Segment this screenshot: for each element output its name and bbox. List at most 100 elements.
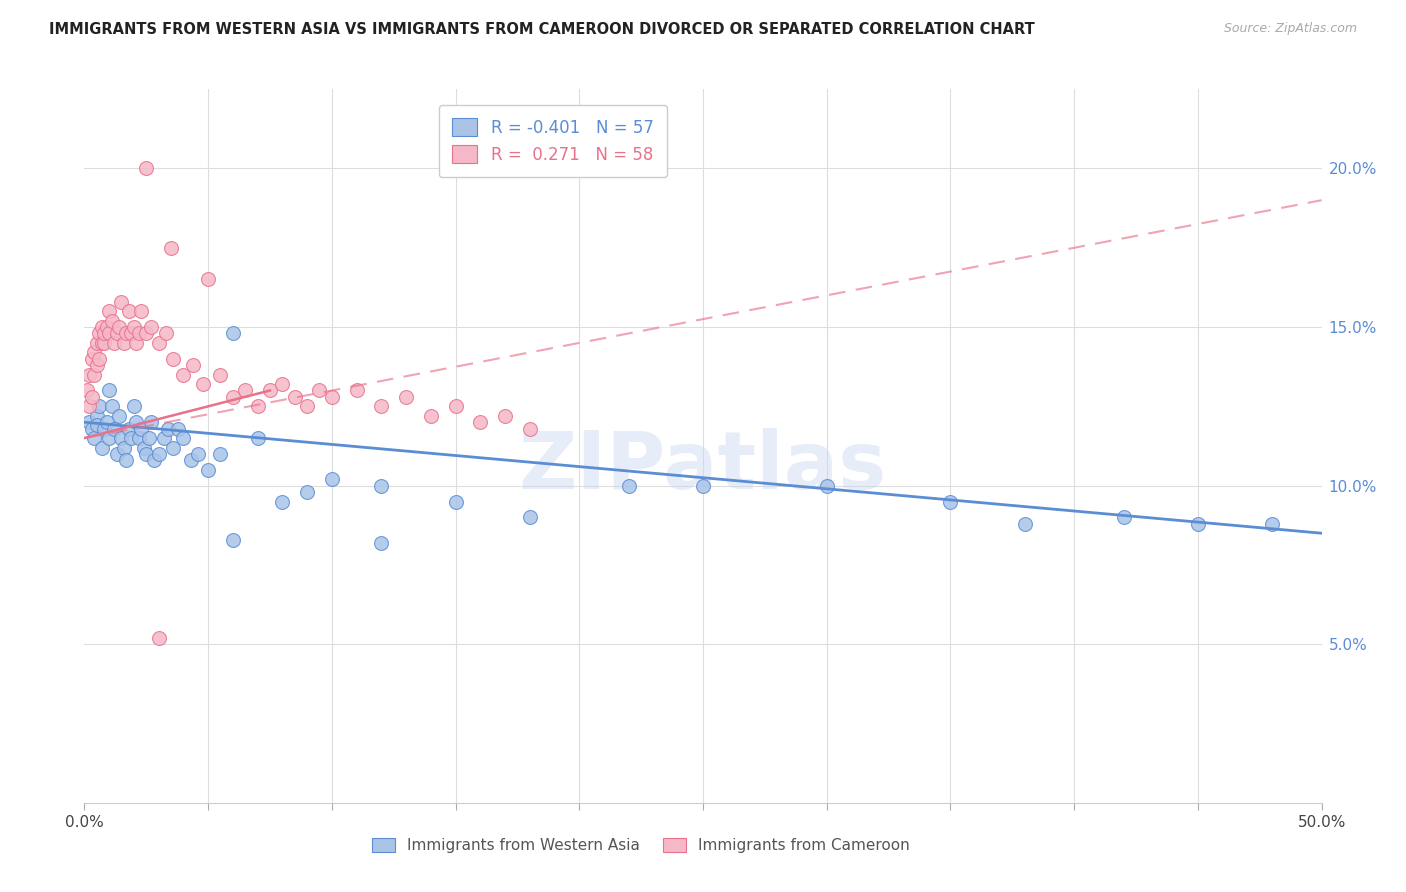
Point [692, 478, 714, 492]
Point [112, 441, 135, 455]
Point [617, 478, 640, 492]
Point [152, 431, 174, 445]
Point [112, 335, 135, 350]
Point [108, 409, 131, 423]
Point [86, 409, 108, 423]
Point [419, 409, 441, 423]
Point [815, 478, 838, 492]
Point [118, 421, 141, 435]
Point [79, 368, 101, 382]
Point [180, 453, 202, 467]
Point [93, 335, 115, 350]
Point [108, 320, 131, 334]
Point [83, 368, 105, 382]
Point [1112, 510, 1135, 524]
Point [125, 415, 148, 429]
Point [494, 409, 516, 423]
Point [197, 272, 219, 286]
Point [370, 535, 392, 549]
Point [321, 472, 343, 486]
Point [470, 415, 492, 429]
Point [105, 326, 128, 341]
Point [148, 335, 170, 350]
Point [96, 320, 118, 334]
Point [79, 400, 101, 414]
Point [197, 463, 219, 477]
Point [80, 351, 103, 366]
Point [90, 335, 112, 350]
Point [295, 485, 318, 500]
Point [115, 453, 138, 467]
Point [138, 431, 160, 445]
Point [129, 421, 152, 435]
Point [370, 400, 392, 414]
Point [1014, 516, 1036, 531]
Point [86, 358, 108, 372]
Point [80, 421, 103, 435]
Point [246, 400, 269, 414]
Point [135, 326, 157, 341]
Point [321, 390, 343, 404]
Point [370, 478, 392, 492]
Text: ZIPatlas: ZIPatlas [519, 428, 887, 507]
Point [122, 320, 145, 334]
Point [93, 421, 115, 435]
Point [120, 326, 142, 341]
Text: IMMIGRANTS FROM WESTERN ASIA VS IMMIGRANTS FROM CAMEROON DIVORCED OR SEPARATED C: IMMIGRANTS FROM WESTERN ASIA VS IMMIGRAN… [49, 22, 1035, 37]
Point [148, 447, 170, 461]
Point [89, 351, 111, 366]
Point [90, 441, 112, 455]
Point [80, 390, 103, 404]
Point [346, 384, 368, 398]
Point [122, 400, 145, 414]
Point [83, 431, 105, 445]
Point [125, 335, 148, 350]
Point [395, 390, 418, 404]
Point [209, 368, 232, 382]
Point [222, 390, 245, 404]
Point [98, 326, 121, 341]
Text: Source: ZipAtlas.com: Source: ZipAtlas.com [1223, 22, 1357, 36]
Point [135, 161, 157, 176]
Point [187, 447, 209, 461]
Point [86, 335, 108, 350]
Point [86, 418, 108, 433]
Point [90, 320, 112, 334]
Point [284, 390, 307, 404]
Point [1187, 516, 1209, 531]
Point [105, 447, 128, 461]
Point [222, 326, 245, 341]
Point [141, 415, 163, 429]
Point [100, 314, 122, 328]
Point [89, 326, 111, 341]
Point [162, 441, 184, 455]
Point [295, 400, 318, 414]
Point [939, 494, 962, 508]
Point [89, 400, 111, 414]
Point [93, 326, 115, 341]
Point [167, 421, 190, 435]
Point [98, 384, 121, 398]
Point [162, 351, 184, 366]
Point [271, 494, 294, 508]
Point [155, 326, 177, 341]
Point [135, 447, 157, 461]
Legend: Immigrants from Western Asia, Immigrants from Cameroon: Immigrants from Western Asia, Immigrants… [366, 832, 917, 859]
Point [129, 304, 152, 318]
Point [132, 441, 155, 455]
Point [103, 421, 125, 435]
Point [191, 377, 214, 392]
Point [259, 384, 281, 398]
Point [110, 431, 132, 445]
Point [246, 431, 269, 445]
Point [98, 431, 121, 445]
Point [79, 415, 101, 429]
Point [181, 358, 204, 372]
Point [222, 533, 245, 547]
Point [141, 320, 163, 334]
Point [271, 377, 294, 392]
Point [148, 631, 170, 645]
Point [519, 510, 541, 524]
Point [519, 421, 541, 435]
Point [128, 431, 150, 445]
